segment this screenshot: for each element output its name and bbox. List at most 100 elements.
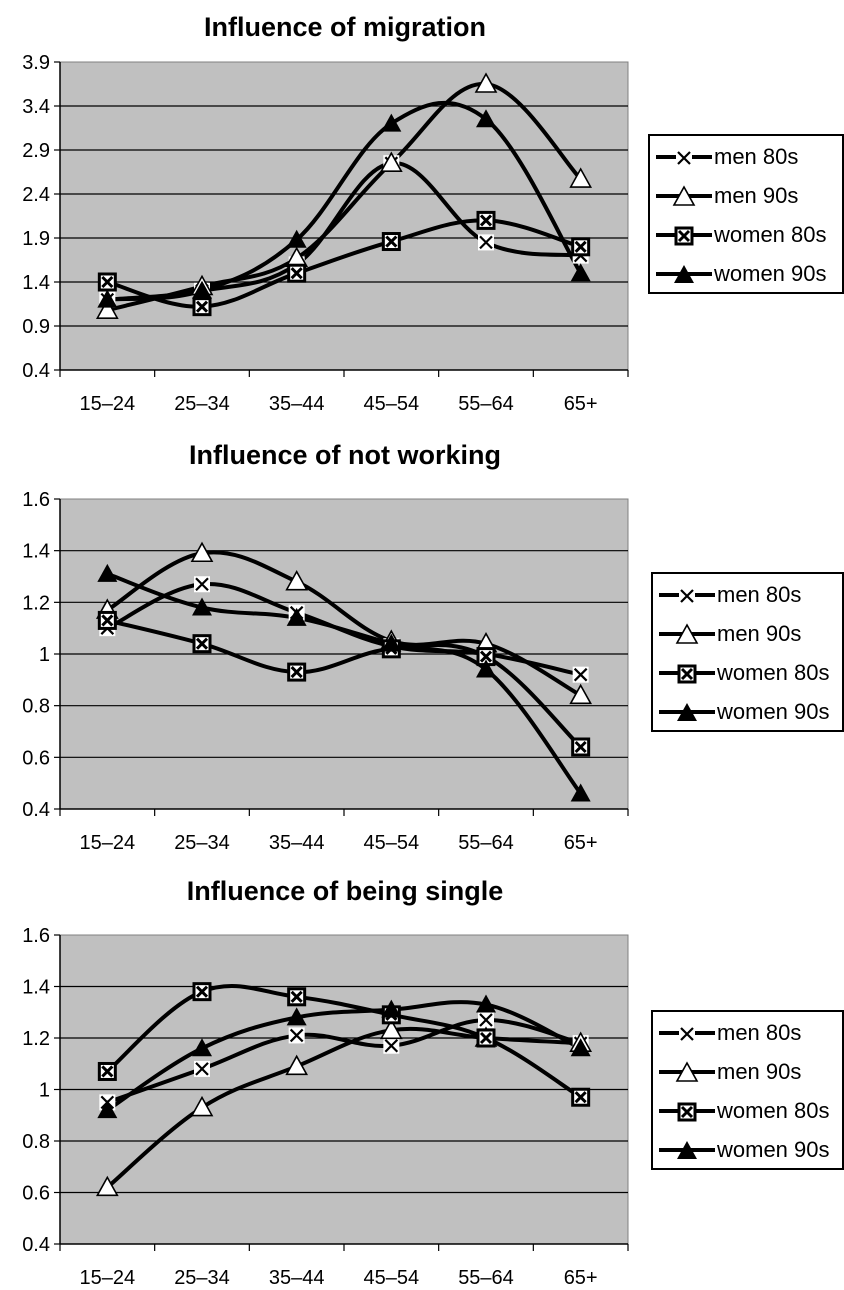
data-point-men-80s [194,576,210,593]
data-point-men-80s [194,1060,210,1077]
y-tick-label: 3.4 [22,96,50,118]
legend-item: men 80s [650,138,842,176]
x-tick-label: 15–24 [80,393,136,415]
data-point-women-90s [97,289,118,308]
chart-svg: 1.6 1.4 1.2 1 0.8 0.6 0.4 15–24 25–34 35–44 45–54 5… [22,925,629,1289]
data-point-men-80s [383,1037,400,1054]
legend-marker [672,185,696,206]
legend-swatch [656,150,712,166]
chart-title: Influence of being single [186,876,504,906]
data-point-women-80s [97,610,117,630]
data-point-women-80s [287,263,307,283]
legend-label: women 80s [717,660,830,685]
legend-item: women 90s [653,1131,842,1169]
y-tick-label: 1.6 [22,925,50,947]
x-tick-label: 65+ [564,1267,598,1289]
x-tick-label: 45–54 [364,393,420,415]
x-tick-label: 15–24 [80,1267,136,1289]
y-tick-label: 0.6 [22,747,50,769]
legend-marker [677,703,697,721]
legend-item: women 90s [650,255,842,293]
y-tick-label: 2.4 [22,184,50,206]
data-point-women-90s [381,999,402,1018]
data-point-women-90s [381,633,402,652]
legend-swatch [656,226,712,246]
legend-label: men 80s [717,582,802,607]
data-point-women-90s [97,563,118,582]
legend-item: men 90s [650,177,842,215]
legend: men 80s men 90s women 80s women 90s [651,1010,844,1170]
legend-label: men 90s [714,183,799,208]
data-point-men-90s [190,541,214,563]
series-line-women-80s [106,984,582,1099]
data-point-women-80s [192,297,212,317]
legend-marker [677,1141,697,1159]
x-tick-label: 45–54 [364,832,420,854]
data-point-men-90s [285,570,309,591]
y-tick-label: 1.6 [22,489,50,511]
legend-label: women 90s [714,261,827,286]
data-point-women-90s [570,263,591,282]
chart-panel: Influence of migration 3.9 3.4 2.9 2.4 1.9 1.4… [0,0,844,425]
y-tick-label: 1.9 [22,228,50,250]
data-point-women-80s [571,737,591,757]
chart-title: Influence of not working [189,440,501,470]
data-point-women-90s [570,783,591,802]
data-point-women-90s [192,1038,212,1057]
data-point-women-80s [381,232,401,252]
x-tick-label: 15–24 [80,832,136,854]
data-point-women-80s [476,1028,496,1048]
x-tick-label: 25–34 [174,832,230,854]
data-point-men-90s [569,683,593,705]
legend: men 80s men 90s women 80s women 90s [651,572,844,732]
legend-item: women 80s [653,1092,842,1130]
legend-marker [679,588,695,604]
legend-item: women 90s [653,693,842,731]
chart-svg: 1.6 1.4 1.2 1 0.8 0.6 0.4 15–24 25–34 35–44 45–54 5… [22,489,629,854]
legend-swatch [659,664,715,684]
y-tick-label: 0.9 [22,316,50,338]
series-line-men-90s [106,550,582,698]
x-tick-label: 55–64 [458,1267,514,1289]
data-point-men-90s [285,1054,309,1076]
data-point-men-90s [379,1018,403,1040]
data-point-women-80s [287,662,307,682]
legend-marker [677,1102,697,1122]
data-point-men-90s [474,72,498,93]
legend-marker [675,623,699,644]
data-point-men-80s [572,666,589,683]
data-point-women-80s [192,982,212,1002]
legend-swatch [656,265,712,283]
data-point-men-80s [478,234,494,251]
chart-svg: 3.9 3.4 2.9 2.4 1.9 1.4 0.9 0.4 15–24 25–34 35–44 4… [22,52,629,415]
chart-title: Influence of migration [203,12,486,42]
legend: men 80s men 90s women 80s women 90s [648,134,844,294]
data-point-women-80s [476,210,496,230]
data-point-women-90s [286,607,307,626]
x-tick-label: 35–44 [269,393,325,415]
y-tick-label: 1.4 [22,272,50,294]
legend-swatch [659,1026,715,1042]
data-point-men-80s [288,1027,305,1044]
legend-swatch [659,1061,715,1082]
y-tick-label: 1.4 [22,541,50,563]
data-point-women-90s [476,659,496,678]
y-tick-label: 0.4 [22,360,50,382]
y-tick-label: 0.8 [22,1131,50,1153]
data-point-women-80s [192,634,212,654]
legend-item: men 80s [653,576,842,614]
legend-label: women 90s [717,699,830,724]
y-tick-label: 0.8 [22,696,50,718]
legend-label: men 90s [717,621,802,646]
data-point-women-90s [286,229,307,248]
data-point-women-90s [476,109,496,128]
legend-swatch [659,623,715,644]
series-line-women-90s [106,572,583,795]
legend-swatch [659,588,715,604]
y-tick-label: 0.4 [22,1234,50,1256]
data-point-women-90s [192,597,212,616]
y-tick-label: 3.9 [22,52,50,74]
data-point-men-90s [190,1095,214,1117]
data-point-women-80s [287,987,307,1007]
legend-marker [674,265,694,283]
